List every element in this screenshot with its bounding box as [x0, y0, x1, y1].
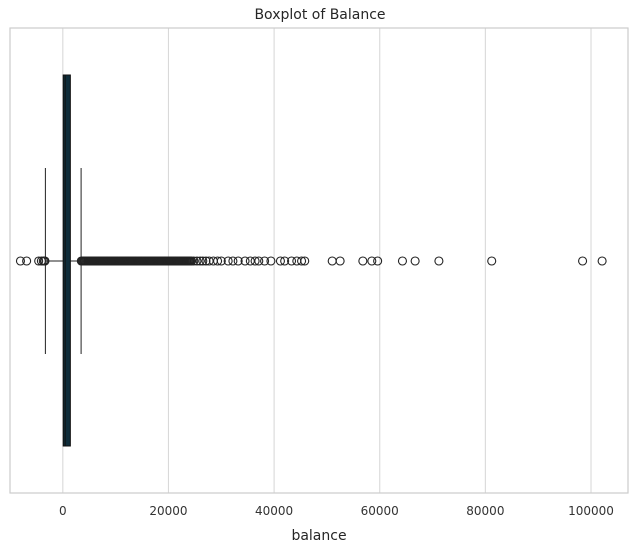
outlier-point — [266, 256, 276, 266]
outlier-point — [297, 256, 307, 266]
outlier-point — [228, 256, 238, 266]
outlier-point — [250, 256, 260, 266]
outlier-point — [240, 256, 250, 266]
outlier-point — [275, 256, 285, 266]
outlier-point — [245, 256, 255, 266]
outlier-point — [15, 256, 26, 266]
outlier-point — [286, 256, 297, 266]
outlier-point — [410, 256, 420, 266]
outlier-point — [367, 256, 377, 266]
outlier-point — [373, 256, 383, 266]
outlier-point — [40, 256, 50, 266]
outlier-point — [327, 256, 337, 266]
outlier-point — [195, 256, 205, 266]
outlier-point — [22, 256, 32, 266]
x-tick-labels: 0 20000 40000 60000 80000 100000 — [59, 504, 614, 518]
outlier-point — [192, 256, 202, 266]
outlier-point — [260, 256, 270, 266]
outlier-point — [397, 256, 408, 266]
x-tick-label: 80000 — [466, 504, 504, 518]
outlier-point — [597, 256, 607, 266]
chart-title: Boxplot of Balance — [254, 7, 386, 23]
outlier-point — [487, 256, 497, 266]
x-tick-label: 40000 — [255, 504, 293, 518]
outlier-point — [280, 256, 290, 266]
iqr-box — [62, 74, 71, 447]
outlier-points — [15, 256, 607, 266]
x-tick-label: 0 — [59, 504, 67, 518]
outlier-point — [189, 256, 199, 266]
outlier-point — [233, 256, 243, 266]
outlier-point — [335, 256, 345, 266]
outlier-point — [254, 256, 264, 266]
x-tick-label: 60000 — [361, 504, 399, 518]
plot-frame — [9, 27, 629, 494]
outlier-point — [34, 256, 44, 266]
outlier-point — [223, 256, 233, 266]
outlier-point — [213, 256, 223, 266]
outlier-point — [216, 256, 226, 266]
outlier-point — [198, 256, 208, 266]
outlier-point — [187, 256, 197, 266]
x-tick-label: 20000 — [149, 504, 187, 518]
outlier-point — [434, 256, 444, 266]
outlier-point — [292, 256, 302, 266]
box-group — [44, 74, 82, 447]
x-tick-label: 100000 — [568, 504, 614, 518]
outlier-point — [201, 256, 211, 266]
outlier-point — [358, 256, 368, 266]
outlier-point — [578, 256, 588, 266]
x-axis-label: balance — [291, 528, 346, 544]
outlier-point — [300, 256, 310, 266]
